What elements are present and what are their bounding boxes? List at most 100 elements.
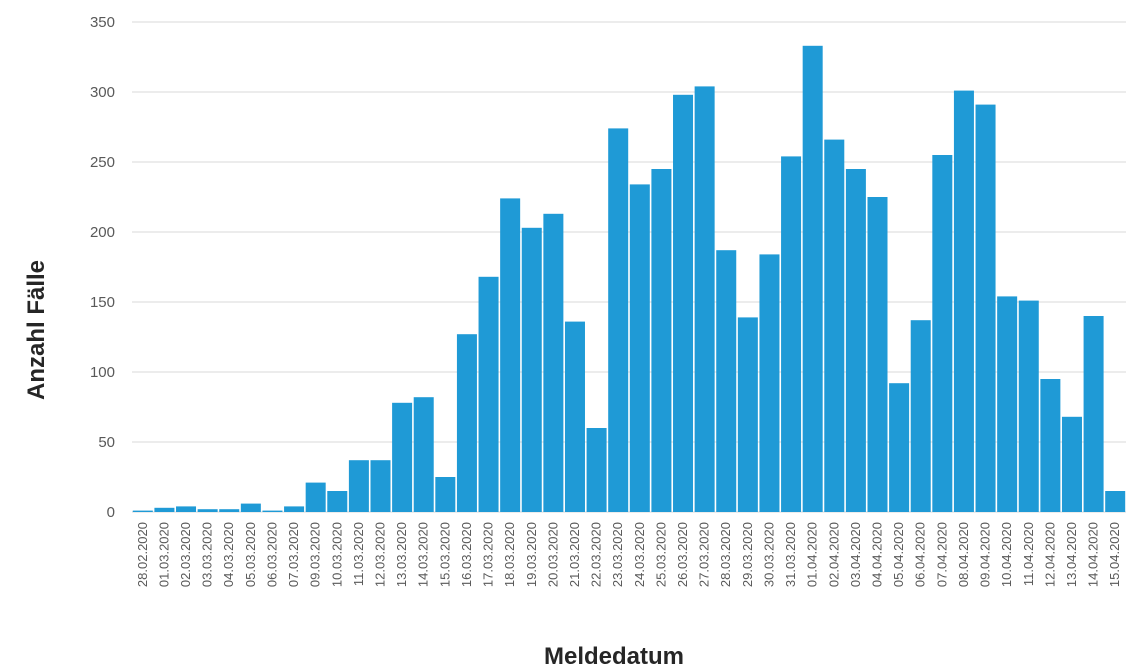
x-tick-label: 28.03.2020 [718,522,733,587]
bar [889,383,910,512]
gridlines [132,21,1126,513]
bar [629,184,650,512]
x-axis-ticks: 28.02.2020 01.03.2020 02.03.2020 03.03.2020… [135,522,1122,587]
bar [327,491,348,512]
bar [284,506,305,512]
x-tick-label: 31.03.2020 [783,522,798,587]
bar [543,213,564,513]
x-tick-label: 07.04.2020 [934,522,949,587]
x-tick-label: 21.03.2020 [567,522,582,587]
x-tick-label: 03.04.2020 [848,522,863,587]
x-tick-label: 26.03.2020 [675,522,690,587]
bar [1061,416,1082,512]
bar [132,510,153,512]
bar [867,197,888,512]
y-tick-label: 150 [90,294,115,311]
y-axis-ticks: 0 50 100 150 200 250 300 350 [90,14,115,521]
bar [759,254,780,512]
x-tick-label: 30.03.2020 [761,522,776,587]
x-tick-label: 07.03.2020 [286,522,301,587]
bar [1018,300,1039,512]
bar [1105,491,1126,512]
x-tick-label: 01.03.2020 [156,522,171,587]
bar [910,320,931,512]
bar [586,428,607,512]
bar [219,509,240,512]
x-tick-label: 08.04.2020 [956,522,971,587]
y-tick-label: 250 [90,154,115,171]
bar [500,198,521,512]
y-tick-label: 0 [107,504,115,521]
bar [802,45,823,513]
x-tick-label: 15.04.2020 [1107,522,1122,587]
bar [240,503,261,512]
x-tick-label: 14.03.2020 [416,522,431,587]
x-tick-label: 09.04.2020 [978,522,993,587]
x-tick-label: 04.04.2020 [870,522,885,587]
x-tick-label: 20.03.2020 [545,522,560,587]
bar [953,90,974,512]
bar [478,276,499,512]
bar [435,477,456,512]
bar [1083,316,1104,512]
x-tick-label: 05.03.2020 [243,522,258,587]
x-tick-label: 09.03.2020 [308,522,323,587]
x-tick-label: 10.04.2020 [999,522,1014,587]
bars [132,45,1126,513]
bar [716,250,737,512]
bar [608,128,629,512]
bar [651,169,672,512]
bar [673,94,694,513]
bar [262,510,283,512]
y-tick-label: 200 [90,224,115,241]
bar [845,169,866,512]
x-tick-label: 05.04.2020 [891,522,906,587]
x-tick-label: 04.03.2020 [221,522,236,587]
x-tick-label: 02.04.2020 [826,522,841,587]
x-tick-label: 23.03.2020 [610,522,625,587]
bar [1040,379,1061,512]
x-tick-label: 29.03.2020 [740,522,755,587]
x-tick-label: 02.03.2020 [178,522,193,587]
x-tick-label: 19.03.2020 [524,522,539,587]
x-tick-label: 28.02.2020 [135,522,150,587]
y-tick-label: 350 [90,14,115,31]
bar [824,139,845,512]
x-tick-label: 13.03.2020 [394,522,409,587]
x-tick-label: 17.03.2020 [481,522,496,587]
x-tick-label: 11.03.2020 [351,522,366,586]
bar [154,507,175,512]
x-tick-label: 14.04.2020 [1086,522,1101,587]
x-tick-label: 12.04.2020 [1042,522,1057,587]
x-tick-label: 18.03.2020 [502,522,517,587]
bar [392,402,413,512]
x-tick-label: 22.03.2020 [589,522,604,587]
bar [694,86,715,513]
x-tick-label: 25.03.2020 [653,522,668,587]
x-tick-label: 01.04.2020 [805,522,820,587]
x-tick-label: 24.03.2020 [632,522,647,587]
x-tick-label: 12.03.2020 [373,522,388,587]
bar [348,460,369,512]
bar [737,317,758,512]
bar [521,227,542,513]
x-tick-label: 03.03.2020 [200,522,215,587]
x-tick-label: 06.04.2020 [913,522,928,587]
bar [975,104,996,512]
bar [197,509,218,512]
bar [932,155,953,512]
bar [413,397,434,512]
bar [176,506,197,512]
x-axis-title: Meldedatum [544,643,684,670]
bar [456,334,477,512]
x-tick-label: 11.04.2020 [1021,522,1036,586]
y-tick-label: 100 [90,364,115,381]
y-tick-label: 50 [98,434,115,451]
x-tick-label: 16.03.2020 [459,522,474,587]
y-tick-label: 300 [90,84,115,101]
x-tick-label: 13.04.2020 [1064,522,1079,587]
x-tick-label: 15.03.2020 [437,522,452,587]
x-tick-label: 06.03.2020 [264,522,279,587]
bar [781,156,802,512]
